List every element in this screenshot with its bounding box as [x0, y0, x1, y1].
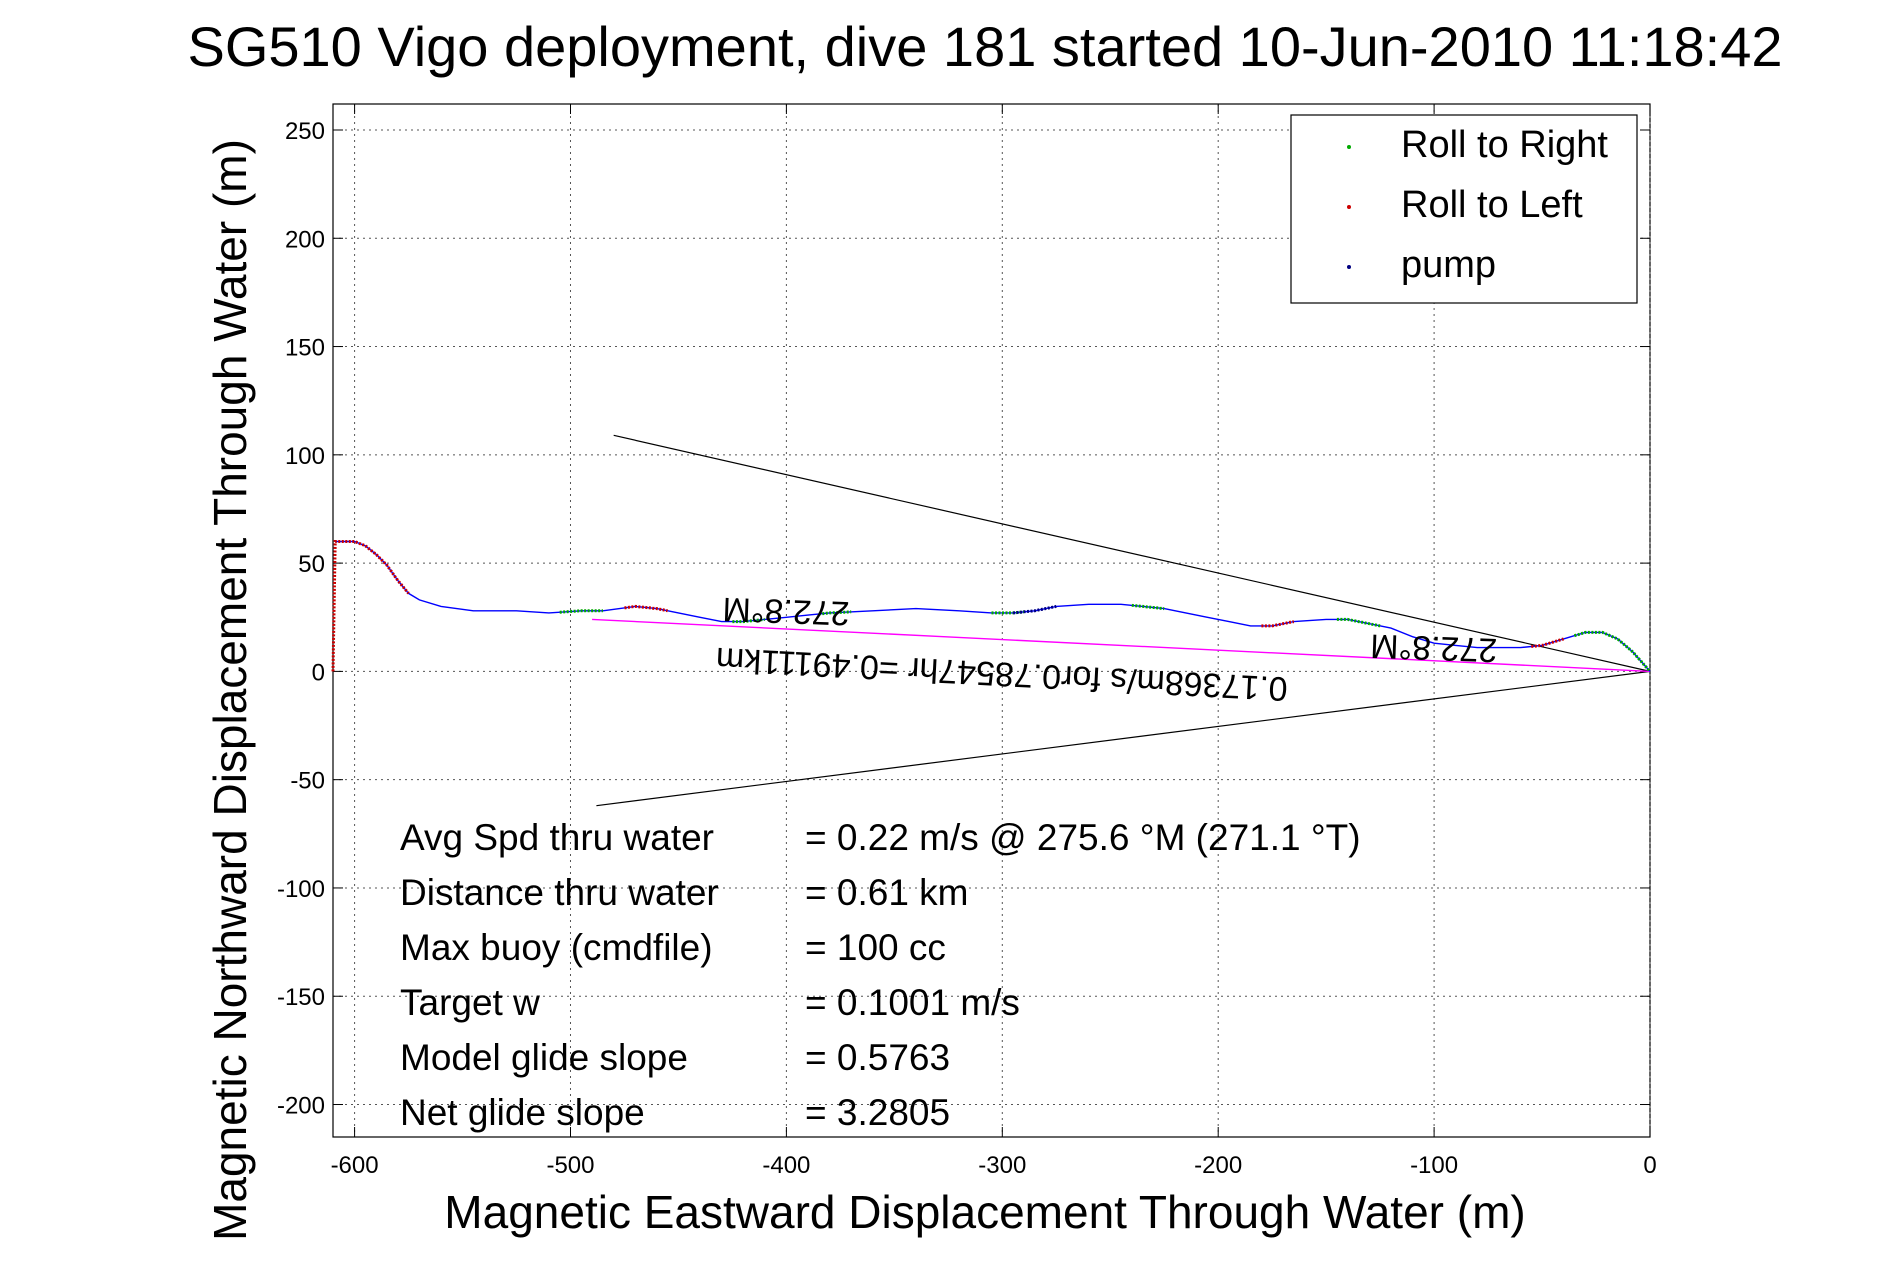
- plot-area: -600 -500 -400 -300 -200 -100 0-200-150-100-50…: [277, 103, 1657, 1179]
- y-tick-label: 0: [312, 659, 325, 686]
- stat-label: Max buoy (cmdfile): [400, 927, 713, 968]
- x-axis-label: Magnetic Eastward Displacement Through W…: [444, 1186, 1525, 1238]
- heading-fan-line: [613, 434, 1651, 672]
- heading-annotation: 272.8°M: [722, 590, 850, 632]
- stat-label: Avg Spd thru water: [400, 817, 714, 858]
- stat-value: = 0.5763: [805, 1037, 950, 1078]
- x-tick-label: -100: [1410, 1152, 1458, 1179]
- y-tick-label: -100: [277, 876, 325, 903]
- y-tick-label: 150: [285, 335, 325, 362]
- y-tick-label: -200: [277, 1093, 325, 1120]
- roll-left-segment: [331, 540, 410, 672]
- stat-value: = 0.61 km: [805, 872, 969, 913]
- legend-marker: [1347, 205, 1351, 209]
- pump-segment: [1012, 604, 1057, 615]
- x-tick-label: -300: [978, 1152, 1026, 1179]
- x-tick-label: 0: [1643, 1152, 1656, 1179]
- heading-fan-line: [596, 670, 1651, 807]
- y-tick-label: 250: [285, 118, 325, 145]
- heading-annotation: 272.8°M: [1370, 627, 1498, 669]
- stat-label: Target w: [400, 982, 540, 1023]
- legend-label: pump: [1401, 244, 1496, 286]
- stat-value: = 100 cc: [805, 927, 946, 968]
- y-tick-label: 200: [285, 226, 325, 253]
- roll-left-segment: [624, 604, 668, 613]
- roll-right-segment: [991, 610, 1025, 615]
- stat-value: = 0.22 m/s @ 275.6 °M (271.1 °T): [805, 817, 1361, 858]
- roll-left-segment: [1531, 637, 1565, 648]
- stat-label: Distance thru water: [400, 872, 719, 913]
- y-tick-label: 100: [285, 443, 325, 470]
- legend-marker: [1347, 145, 1351, 149]
- x-tick-label: -200: [1194, 1152, 1242, 1179]
- y-tick-label: -150: [277, 984, 325, 1011]
- roll-right-segment: [818, 610, 852, 616]
- roll-left-segment: [1261, 620, 1295, 628]
- legend-marker: [1347, 265, 1351, 269]
- x-tick-label: -500: [546, 1152, 594, 1179]
- x-tick-label: -600: [331, 1152, 379, 1179]
- legend-label: Roll to Left: [1401, 184, 1583, 226]
- x-tick-label: -400: [762, 1152, 810, 1179]
- roll-right-segment: [559, 609, 603, 614]
- y-tick-label: 50: [298, 551, 325, 578]
- roll-right-segment: [732, 617, 765, 624]
- roll-right-segment: [1573, 630, 1652, 673]
- legend-label: Roll to Right: [1401, 124, 1608, 166]
- mean-heading-line: [592, 618, 1651, 673]
- stat-label: Net glide slope: [400, 1092, 645, 1133]
- stat-label: Model glide slope: [400, 1037, 688, 1078]
- stat-value: = 0.1001 m/s: [805, 982, 1020, 1023]
- roll-right-segment: [1336, 617, 1381, 628]
- stat-value: = 3.2805: [805, 1092, 950, 1133]
- y-axis-label: Magnetic Northward Displacement Through …: [204, 139, 256, 1241]
- roll-right-segment: [1131, 603, 1165, 611]
- y-tick-label: -50: [290, 768, 325, 795]
- chart-title: SG510 Vigo deployment, dive 181 started …: [187, 15, 1782, 78]
